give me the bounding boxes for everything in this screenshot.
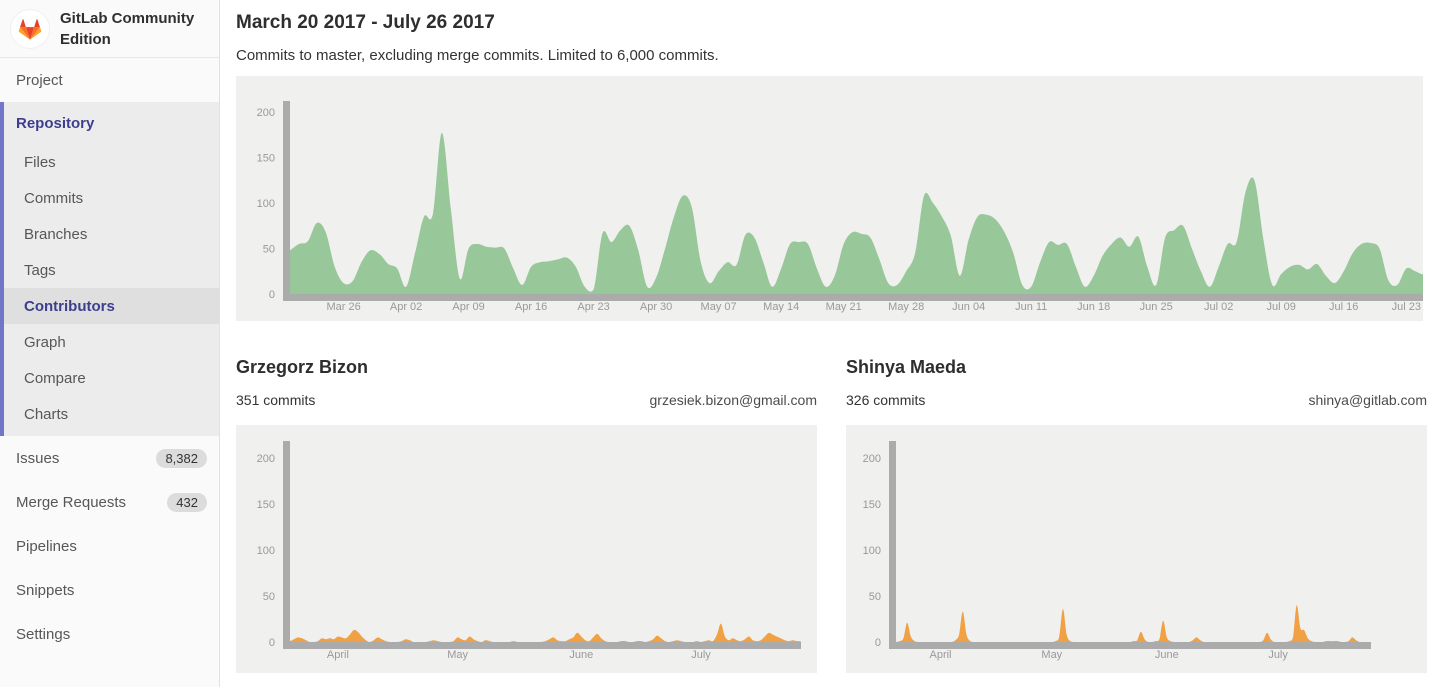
contributor-card: Shinya Maeda 326 commits shinya@gitlab.c… [846, 357, 1427, 673]
svg-text:50: 50 [869, 591, 881, 603]
svg-text:May: May [447, 649, 468, 661]
svg-text:Apr 30: Apr 30 [640, 301, 672, 313]
sidebar-item-issues[interactable]: Issues 8,382 [0, 436, 219, 480]
contributors-grid: Grzegorz Bizon 351 commits grzesiek.bizo… [236, 357, 1423, 673]
svg-text:0: 0 [269, 289, 275, 301]
svg-text:Jul 16: Jul 16 [1329, 301, 1358, 313]
svg-text:May 07: May 07 [701, 301, 737, 313]
svg-text:150: 150 [257, 153, 275, 165]
contributor-card: Grzegorz Bizon 351 commits grzesiek.bizo… [236, 357, 817, 673]
sidebar-item-commits[interactable]: Commits [4, 180, 219, 216]
svg-text:100: 100 [257, 545, 275, 557]
gitlab-logo-icon[interactable] [10, 9, 50, 49]
contributor-name: Grzegorz Bizon [236, 357, 817, 378]
svg-text:Jun 25: Jun 25 [1140, 301, 1173, 313]
svg-text:April: April [929, 649, 951, 661]
sidebar-item-pipelines[interactable]: Pipelines [0, 524, 219, 568]
svg-text:Jul 09: Jul 09 [1267, 301, 1296, 313]
svg-text:Apr 23: Apr 23 [577, 301, 609, 313]
sidebar: GitLab Community Edition Project Reposit… [0, 0, 220, 687]
svg-text:June: June [1155, 649, 1179, 661]
sidebar-item-project[interactable]: Project [0, 58, 219, 102]
sidebar-item-graph[interactable]: Graph [4, 324, 219, 360]
svg-text:200: 200 [257, 107, 275, 119]
contributor-email: shinya@gitlab.com [1309, 392, 1428, 408]
page-title: March 20 2017 - July 26 2017 [236, 12, 1423, 34]
sidebar-item-repository[interactable]: Repository [4, 102, 219, 144]
sidebar-item-charts[interactable]: Charts [4, 396, 219, 432]
merge-requests-count-badge: 432 [167, 493, 207, 512]
svg-text:Apr 16: Apr 16 [515, 301, 547, 313]
contributor-commit-count: 326 commits [846, 392, 925, 408]
svg-text:200: 200 [863, 453, 881, 465]
page-subtitle: Commits to master, excluding merge commi… [236, 47, 1423, 64]
svg-text:150: 150 [863, 499, 881, 511]
svg-text:200: 200 [257, 453, 275, 465]
svg-text:Jun 11: Jun 11 [1015, 301, 1047, 313]
svg-text:0: 0 [875, 637, 881, 649]
svg-text:150: 150 [257, 499, 275, 511]
svg-text:Apr 09: Apr 09 [452, 301, 484, 313]
svg-text:100: 100 [257, 198, 275, 210]
svg-text:May 14: May 14 [763, 301, 799, 313]
sidebar-item-branches[interactable]: Branches [4, 216, 219, 252]
svg-text:July: July [691, 649, 711, 661]
sidebar-item-files[interactable]: Files [4, 144, 219, 180]
sidebar-item-snippets[interactable]: Snippets [0, 568, 219, 612]
sidebar-header: GitLab Community Edition [0, 0, 219, 58]
sidebar-item-tags[interactable]: Tags [4, 252, 219, 288]
svg-text:April: April [327, 649, 349, 661]
svg-text:May 28: May 28 [888, 301, 924, 313]
master-commits-chart: 0 50 100 150 200 Mar 26 Apr 02 Apr 09 Apr 16 Apr … [236, 76, 1423, 321]
contributor-commit-count: 351 commits [236, 392, 315, 408]
svg-text:Jul 23: Jul 23 [1392, 301, 1421, 313]
svg-text:May: May [1041, 649, 1062, 661]
app-title: GitLab Community Edition [60, 8, 211, 50]
svg-text:Mar 26: Mar 26 [326, 301, 360, 313]
sidebar-item-contributors[interactable]: Contributors [4, 288, 219, 324]
svg-text:Jun 04: Jun 04 [952, 301, 985, 313]
svg-text:50: 50 [263, 591, 275, 603]
svg-text:May 21: May 21 [826, 301, 862, 313]
main-content: March 20 2017 - July 26 2017 Commits to … [220, 12, 1439, 673]
issues-count-badge: 8,382 [156, 449, 207, 468]
svg-text:0: 0 [269, 637, 275, 649]
svg-text:100: 100 [863, 545, 881, 557]
sidebar-section-repository: Repository Files Commits Branches Tags C… [0, 102, 219, 436]
svg-text:Apr 02: Apr 02 [390, 301, 422, 313]
svg-text:June: June [569, 649, 593, 661]
sidebar-item-settings[interactable]: Settings [0, 612, 219, 656]
sidebar-item-compare[interactable]: Compare [4, 360, 219, 396]
svg-text:50: 50 [263, 244, 275, 256]
svg-text:Jul 02: Jul 02 [1204, 301, 1233, 313]
contributor-email: grzesiek.bizon@gmail.com [650, 392, 818, 408]
svg-text:Jun 18: Jun 18 [1077, 301, 1110, 313]
contributor-commits-chart: 0 50 100 150 200 April May June July [236, 425, 817, 673]
contributor-commits-chart: 0 50 100 150 200 April May June July [846, 425, 1427, 673]
contributor-name: Shinya Maeda [846, 357, 1427, 378]
sidebar-item-merge-requests[interactable]: Merge Requests 432 [0, 480, 219, 524]
svg-text:July: July [1268, 649, 1288, 661]
sidebar-nav: Project Repository Files Commits Branche… [0, 58, 219, 656]
